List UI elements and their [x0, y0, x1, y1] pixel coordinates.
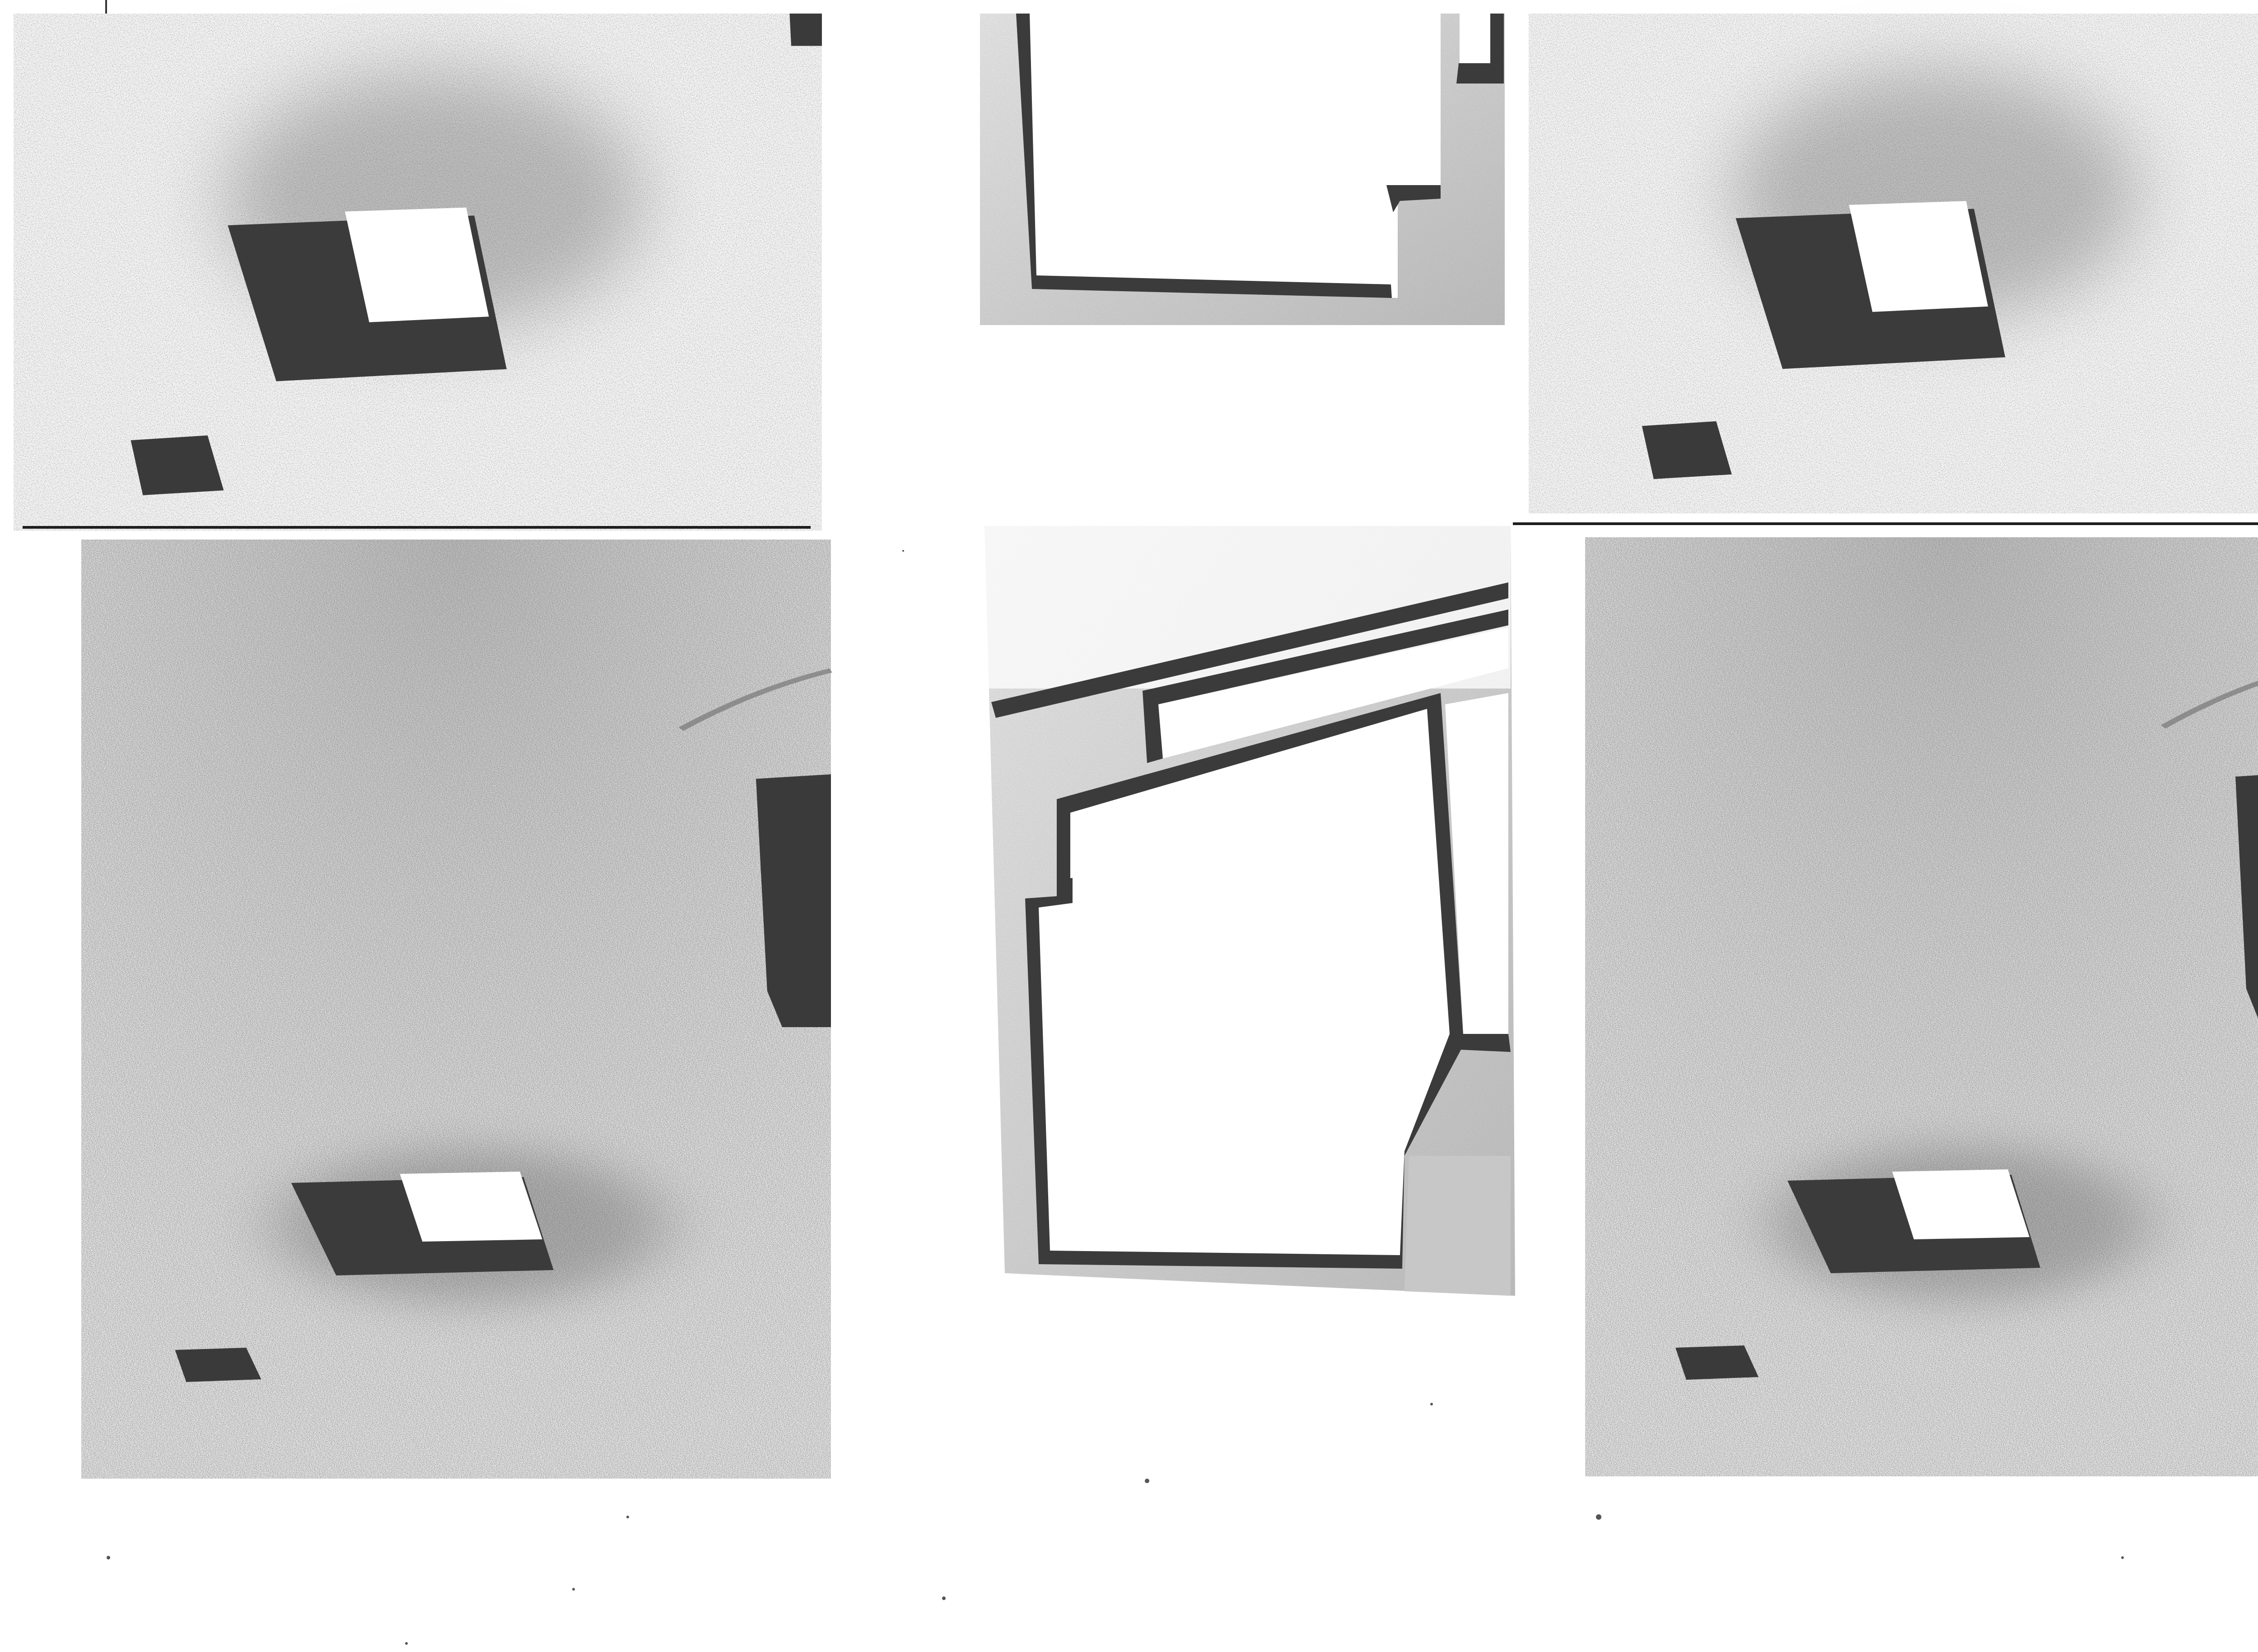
- photo-top-right: [1529, 14, 2258, 513]
- photo-bottom-right: [1585, 537, 2258, 1476]
- photo-bottom-left: [81, 540, 831, 1479]
- photo-bottom-center: [984, 526, 1515, 1296]
- photo-top-left: [14, 14, 822, 531]
- photo-top-center: [980, 14, 1505, 325]
